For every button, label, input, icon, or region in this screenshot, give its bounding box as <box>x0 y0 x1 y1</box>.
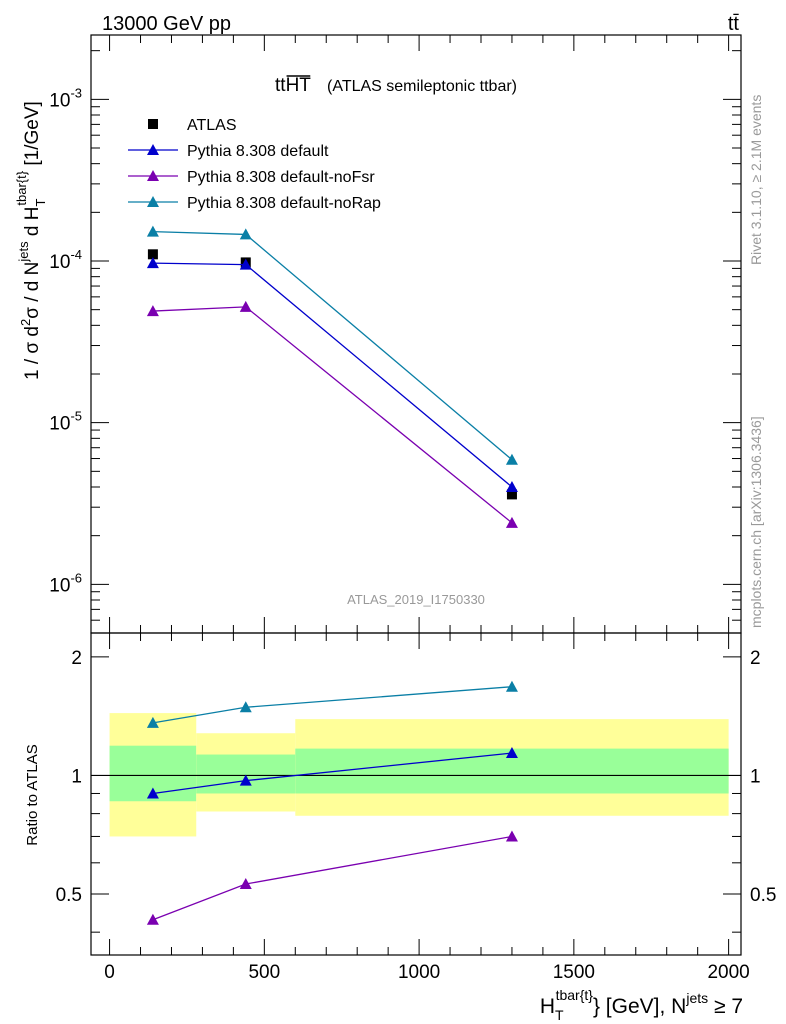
ratio-y-tick-label-right: 1 <box>750 766 761 787</box>
ratio-panel: 0.5 0.5 1 1 2 2 0 500 1000 1500 2000 <box>56 632 776 983</box>
legend-label-2: Pythia 8.308 default-noFsr <box>187 169 375 186</box>
data-point-series-3 <box>146 225 159 237</box>
data-point-series-2 <box>239 300 252 312</box>
main-data-layer <box>146 225 518 528</box>
data-point-atlas <box>147 249 158 260</box>
data-point-series-1 <box>146 257 159 269</box>
main-y-tick-label: 10-4 <box>49 247 82 273</box>
series-line-3 <box>152 230 513 461</box>
main-y-tick-label: 10-6 <box>49 570 82 596</box>
ratio-point-series-2 <box>146 716 159 728</box>
legend-marker-1 <box>147 144 159 155</box>
ratio-y-tick-label-right: 2 <box>750 648 761 669</box>
x-tick-label: 2000 <box>707 962 749 983</box>
legend-label-0: ATLAS <box>187 117 237 134</box>
mcplots-label: mcplots.cern.ch [arXiv:1306.3436] <box>748 416 764 628</box>
ratio-point-series-0 <box>505 747 518 759</box>
plot-subtitle: (ATLAS semileptonic ttbar) <box>327 78 517 95</box>
legend-label-1: Pythia 8.308 default <box>187 143 329 160</box>
svg-text:ttHT: ttHT <box>275 75 311 96</box>
data-point-series-2 <box>505 516 518 528</box>
ratio-line-1 <box>152 835 513 921</box>
data-point-series-1 <box>505 481 518 493</box>
legend: ATLAS Pythia 8.308 default Pythia 8.308 de… <box>128 117 381 212</box>
ratio-point-series-1 <box>239 878 252 890</box>
x-tick-label: 0 <box>104 962 115 983</box>
rivet-label: Rivet 3.1.10, ≥ 2.1M events <box>748 95 764 265</box>
legend-label-3: Pythia 8.308 default-noRap <box>187 195 381 212</box>
ratio-point-series-0 <box>146 787 159 799</box>
data-point-series-2 <box>146 305 159 317</box>
main-y-tick-label: 10-3 <box>49 85 82 111</box>
ratio-y-tick-label-left: 2 <box>71 648 82 669</box>
plot-title: ttHT (ATLAS semileptonic ttbar) <box>275 75 517 96</box>
ratio-y-tick-label-right: 0.5 <box>750 885 776 906</box>
x-tick-label: 1500 <box>553 962 595 983</box>
title-overline: HT <box>286 75 312 96</box>
ratio-bands <box>109 713 729 837</box>
legend-marker-atlas <box>148 119 158 129</box>
data-point-series-3 <box>505 453 518 465</box>
x-axis-label: HTtbar{t}} [GeV], Njets ≥ 7 <box>540 987 743 1023</box>
title-main: tt <box>275 75 286 96</box>
ratio-line-2 <box>152 686 513 724</box>
ratio-y-tick-label-left: 1 <box>71 766 82 787</box>
data-point-series-3 <box>239 228 252 240</box>
data-point-series-1 <box>239 258 252 270</box>
stat-uncertainty-band-1 <box>196 754 296 794</box>
data-point-atlas <box>506 489 517 500</box>
ratio-point-series-0 <box>239 774 252 786</box>
ratio-data-layer <box>146 680 518 925</box>
process-label: tt̄ <box>728 13 740 35</box>
series-line-1 <box>152 262 513 488</box>
ratio-y-tick-label-left: 0.5 <box>56 885 82 906</box>
analysis-watermark: ATLAS_2019_I1750330 <box>347 592 485 607</box>
x-tick-label: 1000 <box>398 962 440 983</box>
ratio-y-axis-label: Ratio to ATLAS <box>24 744 41 845</box>
legend-marker-2 <box>147 170 159 181</box>
ratio-point-series-1 <box>146 913 159 925</box>
energy-label: 13000 GeV pp <box>102 13 231 35</box>
main-y-tick-label: 10-5 <box>49 409 82 435</box>
ratio-frame <box>90 632 742 956</box>
legend-marker-3 <box>147 196 159 207</box>
ratio-point-series-2 <box>505 680 518 692</box>
ratio-point-series-1 <box>505 830 518 842</box>
main-y-axis-label: 1 / σ d2σ / d Njets d HTtbar{t} [1/GeV] <box>14 101 48 380</box>
ratio-point-series-2 <box>239 701 252 713</box>
x-tick-label: 500 <box>248 962 280 983</box>
